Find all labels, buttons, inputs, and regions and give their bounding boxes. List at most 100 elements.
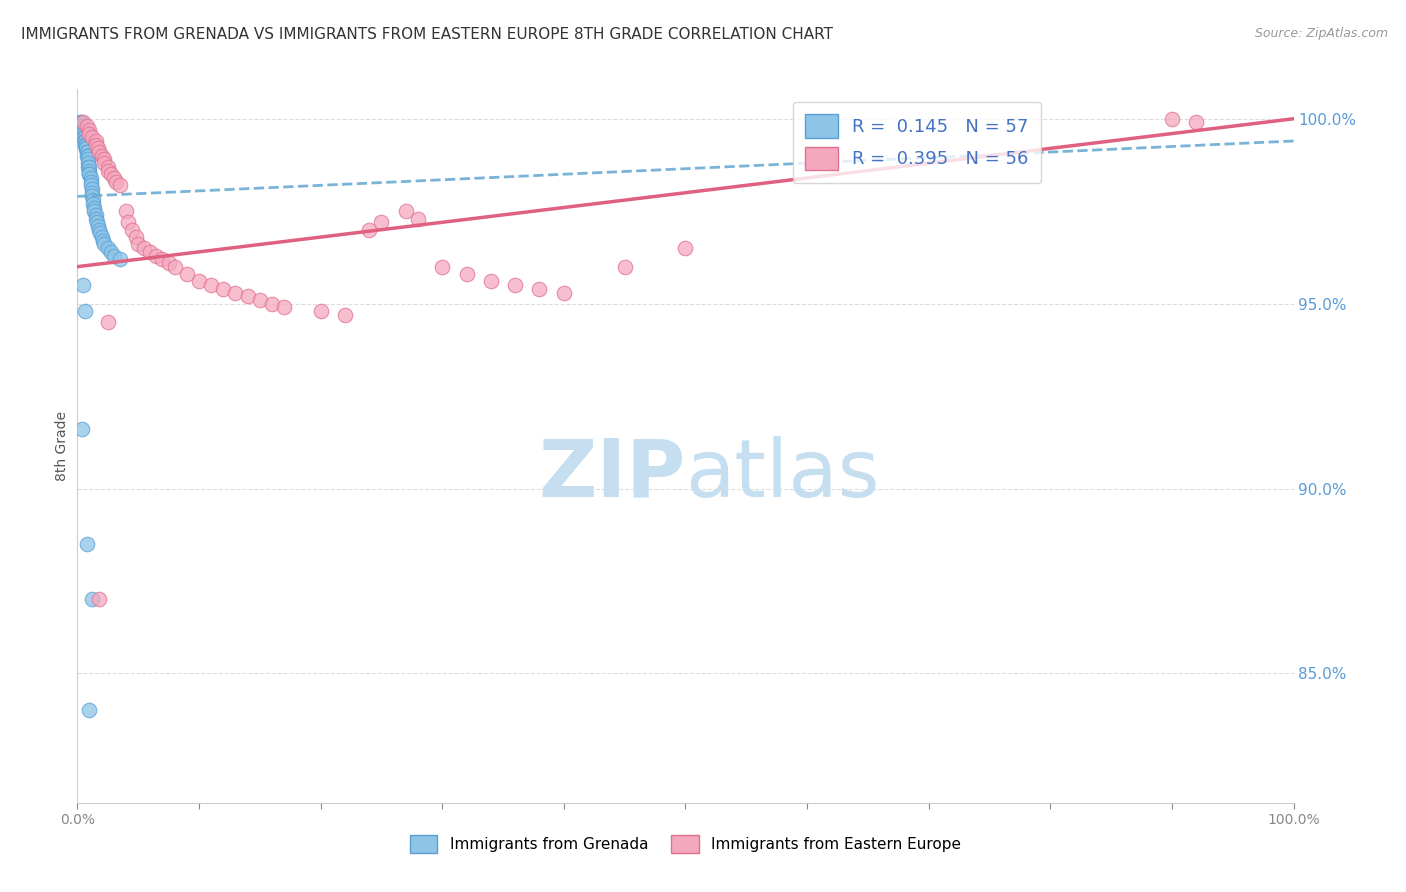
Point bbox=[139, 244, 162, 259]
Point bbox=[127, 237, 149, 252]
Point bbox=[90, 230, 112, 244]
Point bbox=[115, 204, 138, 219]
Point bbox=[76, 537, 98, 551]
Text: ZIP: ZIP bbox=[538, 435, 686, 514]
Point bbox=[117, 215, 139, 229]
Point bbox=[212, 282, 235, 296]
Point bbox=[84, 211, 107, 226]
Point bbox=[70, 115, 93, 129]
Point bbox=[70, 422, 93, 436]
Point bbox=[456, 267, 478, 281]
Point bbox=[79, 167, 101, 181]
Point bbox=[176, 267, 198, 281]
Point bbox=[395, 204, 418, 219]
Point bbox=[89, 145, 111, 159]
Point bbox=[80, 170, 103, 185]
Point bbox=[406, 211, 429, 226]
Point bbox=[134, 241, 156, 255]
Point bbox=[80, 189, 103, 203]
Point bbox=[70, 123, 93, 137]
Point bbox=[72, 130, 94, 145]
Point bbox=[84, 134, 107, 148]
Point bbox=[100, 167, 122, 181]
Text: atlas: atlas bbox=[686, 435, 880, 514]
Point bbox=[72, 123, 94, 137]
Point bbox=[553, 285, 575, 300]
Point bbox=[79, 167, 101, 181]
Point bbox=[73, 137, 96, 152]
Point bbox=[83, 204, 105, 219]
Point bbox=[273, 301, 295, 315]
Point bbox=[260, 296, 283, 310]
Point bbox=[93, 237, 115, 252]
Point bbox=[70, 119, 93, 133]
Point bbox=[76, 145, 98, 159]
Point bbox=[82, 196, 104, 211]
Point bbox=[145, 249, 167, 263]
Point bbox=[73, 134, 96, 148]
Point bbox=[91, 234, 114, 248]
Point bbox=[613, 260, 636, 274]
Point bbox=[121, 223, 143, 237]
Point bbox=[75, 137, 97, 152]
Point bbox=[69, 115, 91, 129]
Point bbox=[70, 123, 93, 137]
Text: IMMIGRANTS FROM GRENADA VS IMMIGRANTS FROM EASTERN EUROPE 8TH GRADE CORRELATION : IMMIGRANTS FROM GRENADA VS IMMIGRANTS FR… bbox=[21, 27, 834, 42]
Point bbox=[84, 137, 107, 152]
Point bbox=[80, 186, 103, 200]
Point bbox=[1185, 115, 1208, 129]
Point bbox=[72, 278, 94, 293]
Point bbox=[76, 145, 98, 159]
Text: Source: ZipAtlas.com: Source: ZipAtlas.com bbox=[1254, 27, 1388, 40]
Point bbox=[90, 149, 112, 163]
Point bbox=[76, 149, 98, 163]
Point bbox=[100, 244, 122, 259]
Point bbox=[80, 592, 103, 607]
Point bbox=[97, 160, 120, 174]
Point bbox=[79, 127, 101, 141]
Point bbox=[188, 275, 211, 289]
Point bbox=[479, 275, 502, 289]
Point bbox=[529, 282, 551, 296]
Point bbox=[359, 223, 381, 237]
Point bbox=[236, 289, 259, 303]
Point bbox=[80, 175, 103, 189]
Point bbox=[76, 119, 98, 133]
Point bbox=[77, 153, 100, 167]
Point bbox=[97, 315, 120, 329]
Point bbox=[83, 201, 105, 215]
Point bbox=[73, 304, 96, 318]
Legend: Immigrants from Grenada, Immigrants from Eastern Europe: Immigrants from Grenada, Immigrants from… bbox=[404, 829, 967, 859]
Point bbox=[103, 249, 125, 263]
Point bbox=[70, 119, 93, 133]
Point bbox=[72, 115, 94, 129]
Point bbox=[89, 223, 111, 237]
Point bbox=[77, 156, 100, 170]
Point bbox=[72, 127, 94, 141]
Point bbox=[157, 256, 180, 270]
Point bbox=[89, 592, 111, 607]
Point bbox=[503, 278, 526, 293]
Point bbox=[430, 260, 453, 274]
Point bbox=[86, 215, 108, 229]
Point bbox=[77, 160, 100, 174]
Point bbox=[108, 252, 131, 267]
Point bbox=[75, 141, 97, 155]
Point bbox=[249, 293, 271, 307]
Point bbox=[93, 156, 115, 170]
Point bbox=[309, 304, 332, 318]
Point bbox=[79, 123, 101, 137]
Point bbox=[105, 175, 128, 189]
Point bbox=[103, 170, 125, 185]
Y-axis label: 8th Grade: 8th Grade bbox=[55, 411, 69, 481]
Point bbox=[80, 178, 103, 193]
Point bbox=[87, 141, 110, 155]
Point bbox=[1161, 112, 1184, 126]
Point bbox=[72, 127, 94, 141]
Point bbox=[125, 230, 148, 244]
Point bbox=[675, 241, 697, 255]
Point bbox=[77, 149, 100, 163]
Point bbox=[333, 308, 356, 322]
Point bbox=[97, 163, 120, 178]
Point bbox=[80, 130, 103, 145]
